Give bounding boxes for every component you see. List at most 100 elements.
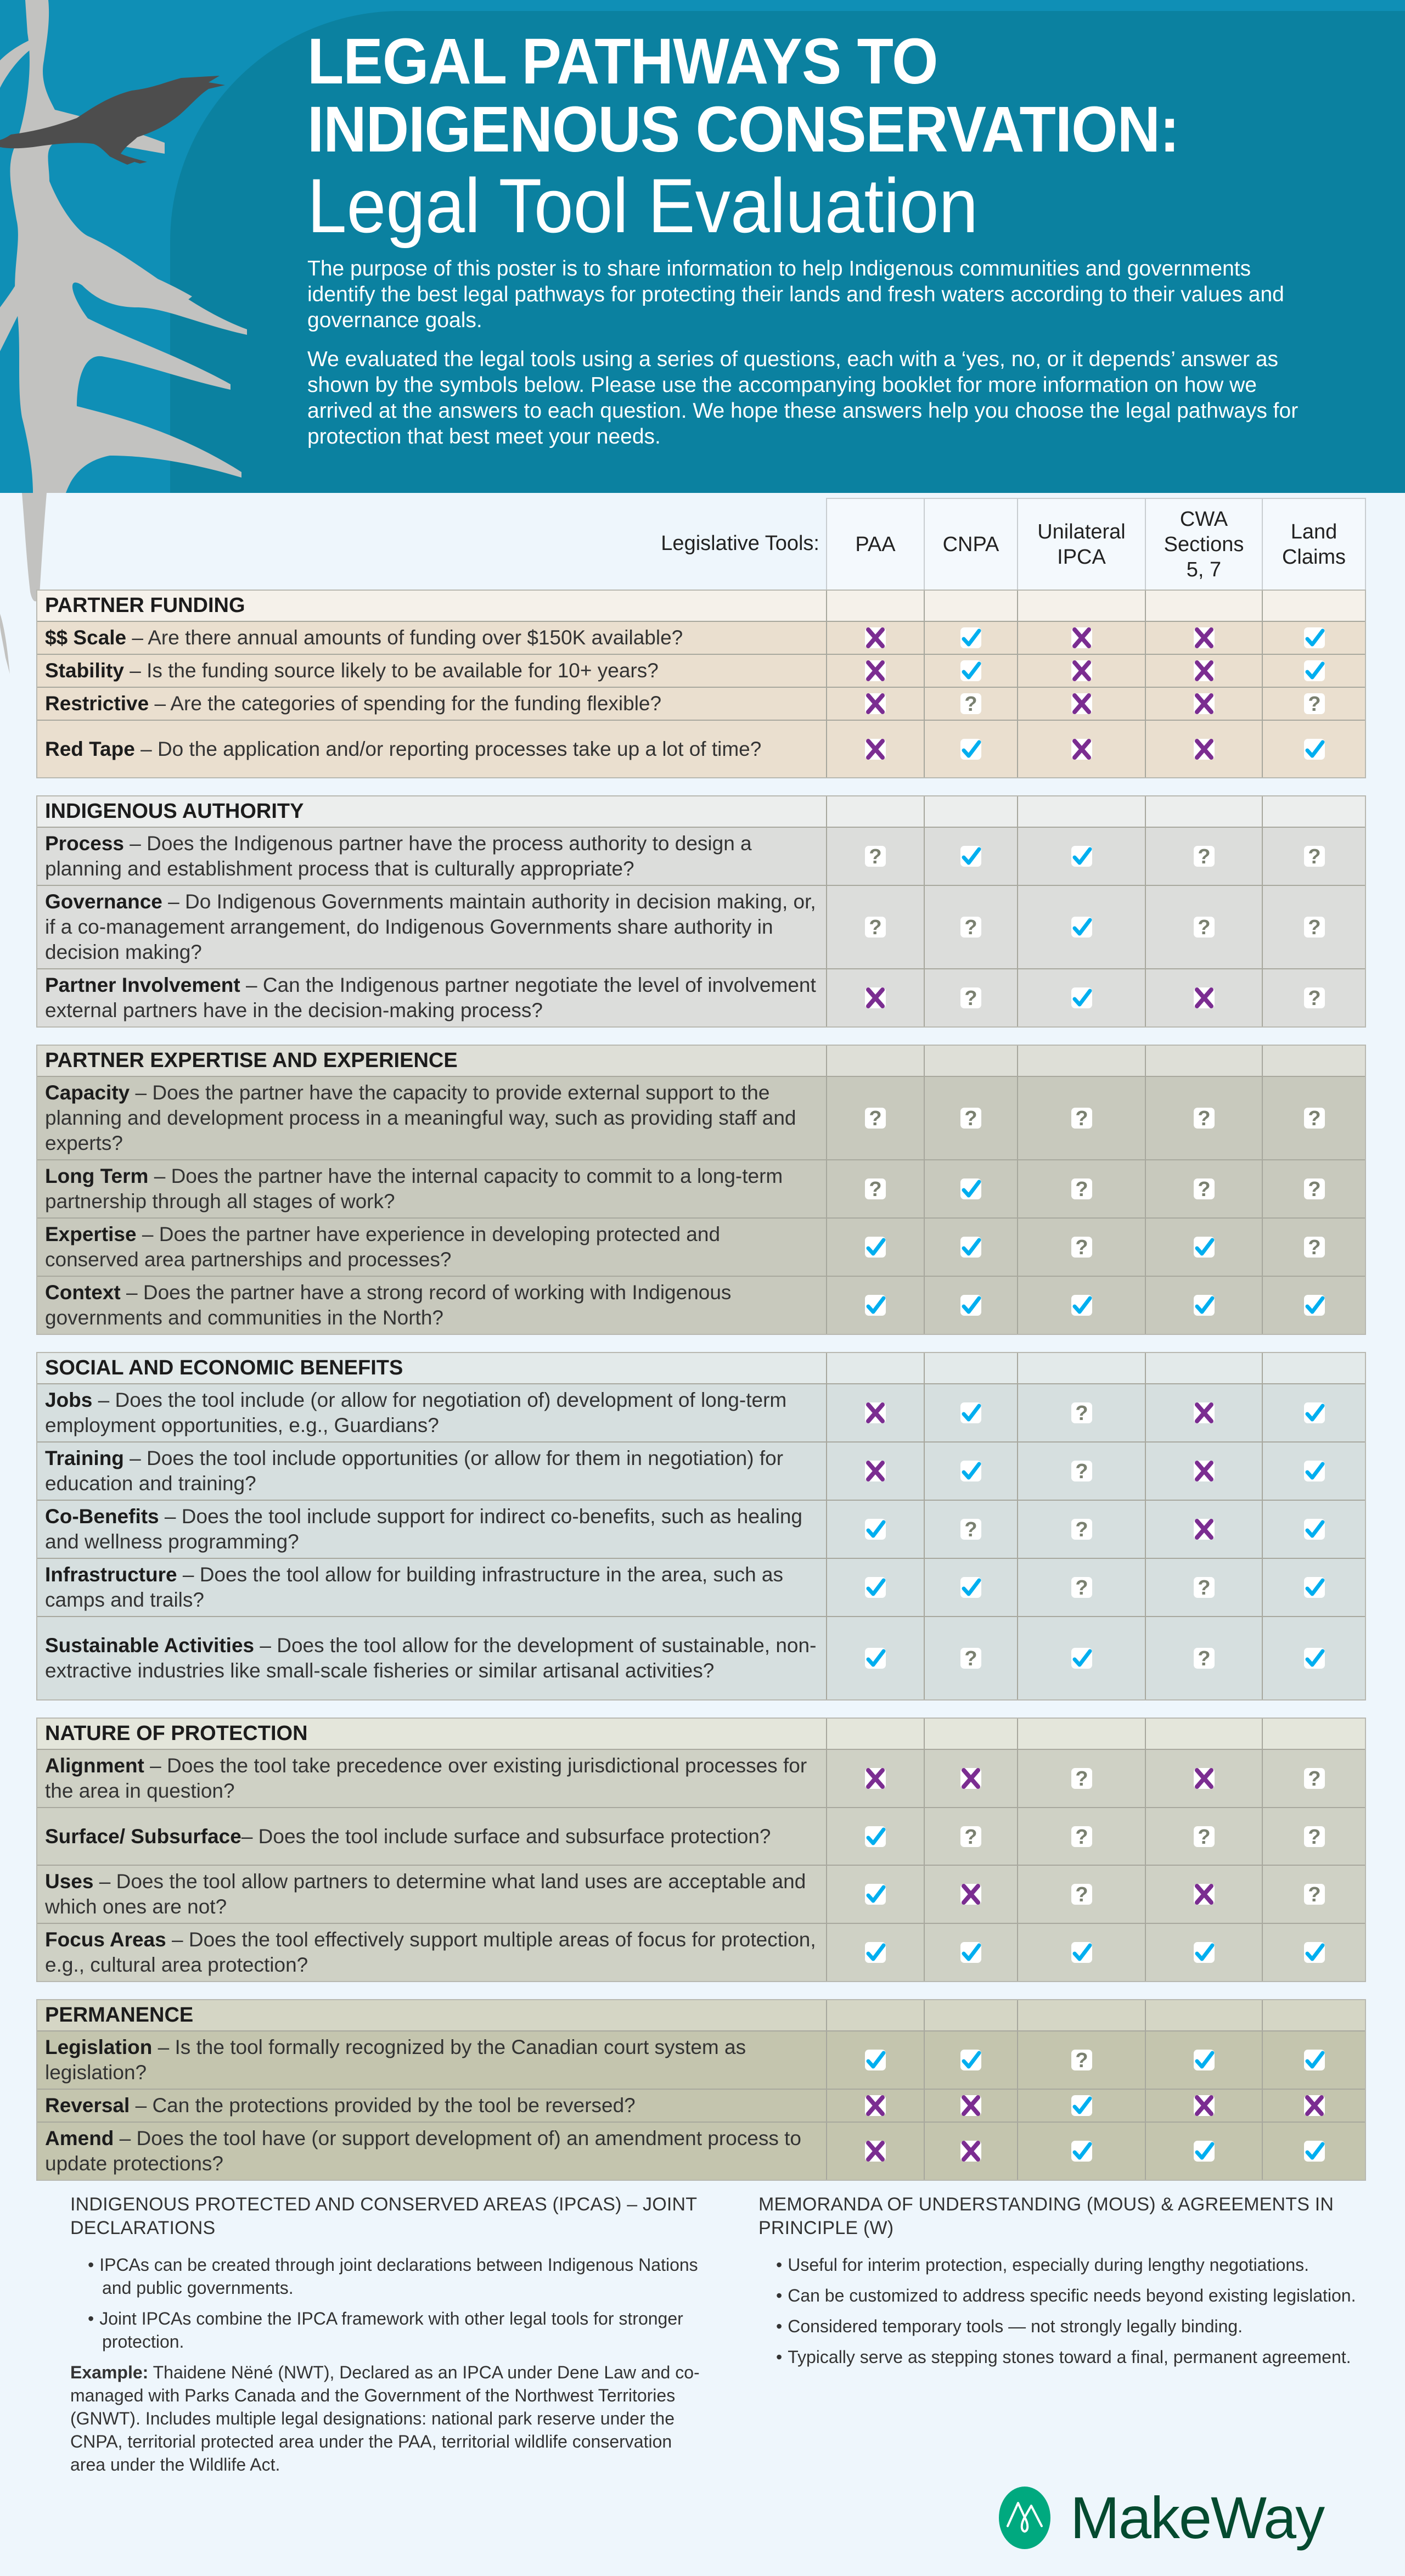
question-icon: ? <box>865 1178 886 1201</box>
check-icon <box>1304 1577 1325 1598</box>
rating-cell-cnpa <box>924 1866 1017 1923</box>
criterion-term: Restrictive <box>45 692 149 715</box>
page-subtitle: Legal Tool Evaluation <box>307 162 979 249</box>
intro-text: The purpose of this poster is to share i… <box>307 256 1350 450</box>
check-icon <box>1193 1237 1215 1258</box>
x-icon <box>865 1768 886 1789</box>
question-cell: Capacity – Does the partner have the cap… <box>37 1077 826 1159</box>
rating-cell-cnpa: ? <box>924 1617 1017 1699</box>
table-row: Legislation – Is the tool formally recog… <box>37 2030 1365 2089</box>
question-icon: ? <box>960 693 981 716</box>
separator: – <box>254 1634 277 1657</box>
rating-cell-land-claims: ? <box>1262 969 1366 1026</box>
criterion-question: Does the tool allow for building infrast… <box>45 1563 784 1611</box>
x-icon <box>1071 627 1092 648</box>
question-cell: Governance – Do Indigenous Governments m… <box>37 886 826 968</box>
separator: – <box>126 626 148 649</box>
check-icon <box>1193 2050 1215 2070</box>
question-cell: Legislation – Is the tool formally recog… <box>37 2031 826 2089</box>
rating-cell-unilateral-ipca: ? <box>1017 1559 1145 1616</box>
rating-cell-unilateral-ipca: ? <box>1017 1750 1145 1807</box>
criterion-question: Is the tool formally recognized by the C… <box>45 2036 746 2084</box>
question-icon: ? <box>1071 1402 1092 1425</box>
section-social-and-economic-benefits: SOCIAL AND ECONOMIC BENEFITS Jobs – Does … <box>36 1352 1366 1701</box>
table-row: Reversal – Can the protections provided … <box>37 2089 1365 2122</box>
check-icon <box>960 2050 981 2070</box>
rating-cell-cwa-sections: ? <box>1145 1808 1262 1865</box>
check-icon <box>960 660 981 681</box>
rating-cell-cwa-sections <box>1145 1443 1262 1500</box>
criterion-term: Co-Benefits <box>45 1505 159 1528</box>
x-icon <box>865 693 886 714</box>
svg-text:?: ? <box>964 987 977 1010</box>
check-icon <box>865 1519 886 1540</box>
rating-cell-cwa-sections <box>1145 2123 1262 2180</box>
section-partner-expertise-and-experience: PARTNER EXPERTISE AND EXPERIENCE Capacity… <box>36 1045 1366 1335</box>
textured-map-background <box>170 11 1405 493</box>
rating-cell-land-claims: ? <box>1262 1866 1366 1923</box>
check-icon <box>1304 2141 1325 2162</box>
svg-text:?: ? <box>964 1518 977 1541</box>
table-row: Partner Involvement – Can the Indigenous… <box>37 968 1365 1026</box>
rating-cell-cnpa: ? <box>924 1808 1017 1865</box>
svg-text:?: ? <box>1075 1460 1088 1483</box>
criterion-question: Do the application and/or reporting proc… <box>157 737 762 760</box>
rating-cell-cnpa <box>924 721 1017 777</box>
rating-cell-unilateral-ipca: ? <box>1017 1808 1145 1865</box>
question-icon: ? <box>960 1107 981 1130</box>
check-icon <box>1071 1648 1092 1669</box>
rating-cell-unilateral-ipca: ? <box>1017 1866 1145 1923</box>
empty-cell <box>1262 2000 1366 2030</box>
check-icon <box>865 1577 886 1598</box>
separator: – <box>144 1754 167 1777</box>
rating-cell-land-claims <box>1262 1384 1366 1441</box>
rating-cell-cwa-sections <box>1145 1866 1262 1923</box>
rating-cell-land-claims: ? <box>1262 886 1366 968</box>
list-item: Joint IPCAs combine the IPCA framework w… <box>70 2307 701 2353</box>
x-icon <box>960 1768 981 1789</box>
table-row: Expertise – Does the partner have experi… <box>37 1217 1365 1276</box>
column-cnpa: CNPA <box>924 498 1017 590</box>
rating-cell-land-claims: ? <box>1262 688 1366 720</box>
rating-cell-cwa-sections <box>1145 969 1262 1026</box>
rating-cell-cnpa <box>924 1559 1017 1616</box>
question-icon: ? <box>960 1518 981 1541</box>
rating-cell-paa <box>826 1617 924 1699</box>
rating-cell-paa <box>826 1501 924 1558</box>
svg-text:?: ? <box>1075 1767 1088 1791</box>
separator: – <box>134 737 158 760</box>
rating-cell-cnpa <box>924 1384 1017 1441</box>
question-cell: Sustainable Activities – Does the tool a… <box>37 1617 826 1699</box>
question-icon: ? <box>1304 1178 1325 1201</box>
check-icon <box>865 1884 886 1905</box>
rating-cell-cwa-sections <box>1145 1501 1262 1558</box>
example-label: Example: <box>70 2362 149 2382</box>
check-icon <box>1071 1942 1092 1963</box>
column-header-row: Legislative Tools: PAA CNPA Unilateral IP… <box>36 498 1366 590</box>
svg-text:?: ? <box>1308 1178 1320 1201</box>
section-partner-funding: PARTNER FUNDING $$ Scale – Are there annu… <box>36 590 1366 778</box>
criterion-term: Legislation <box>45 2036 153 2058</box>
svg-text:?: ? <box>1308 1236 1320 1259</box>
criterion-term: Red Tape <box>45 737 135 760</box>
empty-cell <box>826 1719 924 1749</box>
question-icon: ? <box>1071 1576 1092 1600</box>
question-icon: ? <box>1193 1826 1215 1849</box>
svg-text:?: ? <box>1075 1518 1088 1541</box>
rating-cell-land-claims <box>1262 721 1366 777</box>
svg-text:?: ? <box>1198 1107 1210 1130</box>
rating-cell-cwa-sections <box>1145 1750 1262 1807</box>
check-icon <box>1304 2050 1325 2070</box>
separator: – <box>240 974 263 996</box>
criterion-question: Do Indigenous Governments maintain autho… <box>45 890 816 963</box>
criterion-term: Expertise <box>45 1223 137 1245</box>
question-icon: ? <box>1304 693 1325 716</box>
rating-cell-paa: ? <box>826 1077 924 1159</box>
x-icon <box>960 2141 981 2162</box>
rating-cell-paa <box>826 1443 924 1500</box>
criterion-question: Are the categories of spending for the f… <box>170 692 662 715</box>
svg-text:?: ? <box>869 916 881 939</box>
check-icon <box>1071 987 1092 1008</box>
question-cell: Process – Does the Indigenous partner ha… <box>37 828 826 885</box>
question-icon: ? <box>960 1647 981 1670</box>
